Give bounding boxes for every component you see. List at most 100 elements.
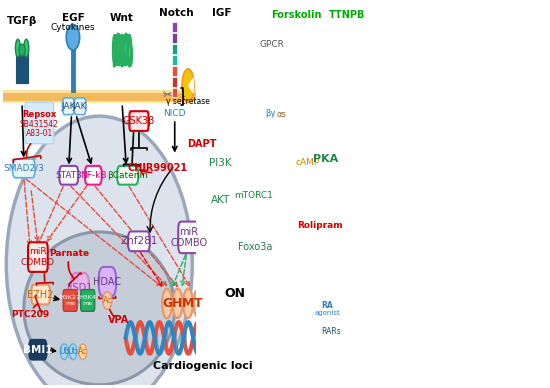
FancyBboxPatch shape <box>29 340 47 360</box>
Bar <box>218 23 226 28</box>
FancyBboxPatch shape <box>98 267 116 296</box>
Text: Rolipram: Rolipram <box>297 221 343 230</box>
Text: γ secretase: γ secretase <box>166 97 210 106</box>
Text: GPCR: GPCR <box>260 40 285 48</box>
Ellipse shape <box>267 104 275 122</box>
Text: miR
COMBO: miR COMBO <box>170 227 207 248</box>
Bar <box>172 66 177 76</box>
Text: PKA: PKA <box>313 154 338 163</box>
FancyBboxPatch shape <box>307 48 333 111</box>
Ellipse shape <box>67 24 80 50</box>
Text: Znf281: Znf281 <box>120 236 158 246</box>
Text: Ub: Ub <box>59 347 69 356</box>
Bar <box>3 90 196 103</box>
Ellipse shape <box>320 294 335 323</box>
FancyBboxPatch shape <box>178 222 199 253</box>
Text: NF-kB: NF-kB <box>80 171 107 180</box>
Ellipse shape <box>278 51 282 92</box>
Text: NICD: NICD <box>163 109 186 118</box>
Ellipse shape <box>263 51 266 92</box>
Text: JAK: JAK <box>73 102 87 111</box>
Text: TGFβ: TGFβ <box>7 16 37 26</box>
FancyBboxPatch shape <box>63 98 74 114</box>
FancyBboxPatch shape <box>81 289 95 311</box>
FancyBboxPatch shape <box>63 289 77 311</box>
Text: Cardiogenic loci: Cardiogenic loci <box>153 360 252 371</box>
Ellipse shape <box>183 289 193 318</box>
Ellipse shape <box>194 289 204 318</box>
Polygon shape <box>300 193 340 212</box>
FancyBboxPatch shape <box>85 166 102 185</box>
FancyBboxPatch shape <box>300 153 316 172</box>
Text: cAMP: cAMP <box>296 158 320 167</box>
FancyBboxPatch shape <box>31 285 50 305</box>
Text: ON: ON <box>224 287 245 300</box>
Text: VPA: VPA <box>108 315 129 325</box>
Text: AKT: AKT <box>211 195 230 205</box>
Ellipse shape <box>60 344 68 360</box>
Text: A83-01: A83-01 <box>26 129 53 139</box>
Bar <box>172 88 177 97</box>
Text: PTC209: PTC209 <box>11 310 49 319</box>
Bar <box>216 24 221 99</box>
Ellipse shape <box>79 344 87 360</box>
Text: JAK: JAK <box>61 102 76 111</box>
Text: SB431542: SB431542 <box>20 120 59 128</box>
Text: EGF: EGF <box>62 12 84 23</box>
FancyBboxPatch shape <box>74 98 86 114</box>
FancyBboxPatch shape <box>59 166 78 185</box>
Ellipse shape <box>162 289 172 318</box>
Text: G: G <box>162 297 172 310</box>
Text: GSK3β: GSK3β <box>123 116 155 126</box>
FancyBboxPatch shape <box>129 111 149 131</box>
Text: H3K4
me: H3K4 me <box>79 295 96 306</box>
Bar <box>172 55 177 65</box>
Text: βγ: βγ <box>266 109 276 118</box>
Text: RARs: RARs <box>321 327 341 336</box>
Text: EZH2: EZH2 <box>28 289 54 300</box>
Ellipse shape <box>277 106 285 123</box>
Bar <box>223 24 228 99</box>
FancyBboxPatch shape <box>318 147 333 170</box>
Text: Wnt: Wnt <box>110 12 134 23</box>
Text: HDAC: HDAC <box>94 277 122 287</box>
Ellipse shape <box>323 319 339 343</box>
Bar <box>172 44 177 54</box>
Ellipse shape <box>173 289 183 318</box>
Bar <box>172 33 177 43</box>
FancyBboxPatch shape <box>128 232 150 251</box>
Text: Repsox: Repsox <box>22 110 57 119</box>
Ellipse shape <box>24 232 175 385</box>
Text: Notch: Notch <box>159 8 194 17</box>
Ellipse shape <box>19 44 25 56</box>
Text: H3K27
me: H3K27 me <box>60 295 81 306</box>
Text: DAPT: DAPT <box>187 139 217 149</box>
Text: βCatenin: βCatenin <box>107 171 148 180</box>
Text: AC: AC <box>305 70 335 89</box>
Text: Ub: Ub <box>68 347 78 356</box>
Bar <box>172 23 177 32</box>
Text: αs: αs <box>276 110 286 119</box>
Text: CHIR99021: CHIR99021 <box>127 163 187 173</box>
Text: H: H <box>172 297 183 310</box>
Text: PDE: PDE <box>307 197 333 207</box>
Text: Forskolin: Forskolin <box>272 10 322 20</box>
Text: Ac: Ac <box>103 296 112 305</box>
Text: mTORC1: mTORC1 <box>234 191 273 201</box>
FancyBboxPatch shape <box>13 159 35 178</box>
FancyBboxPatch shape <box>71 273 89 302</box>
Text: agonist: agonist <box>315 310 340 316</box>
Text: Cytokines: Cytokines <box>51 23 95 32</box>
Ellipse shape <box>6 116 192 388</box>
Ellipse shape <box>271 51 274 92</box>
Ellipse shape <box>267 51 270 92</box>
Text: Ac: Ac <box>78 347 87 356</box>
Text: BMI1: BMI1 <box>23 345 53 355</box>
FancyBboxPatch shape <box>243 187 265 205</box>
Bar <box>3 94 196 101</box>
Ellipse shape <box>274 51 278 92</box>
Text: LSD1: LSD1 <box>67 282 92 293</box>
FancyBboxPatch shape <box>28 242 48 272</box>
FancyBboxPatch shape <box>25 102 54 144</box>
Bar <box>172 77 177 87</box>
